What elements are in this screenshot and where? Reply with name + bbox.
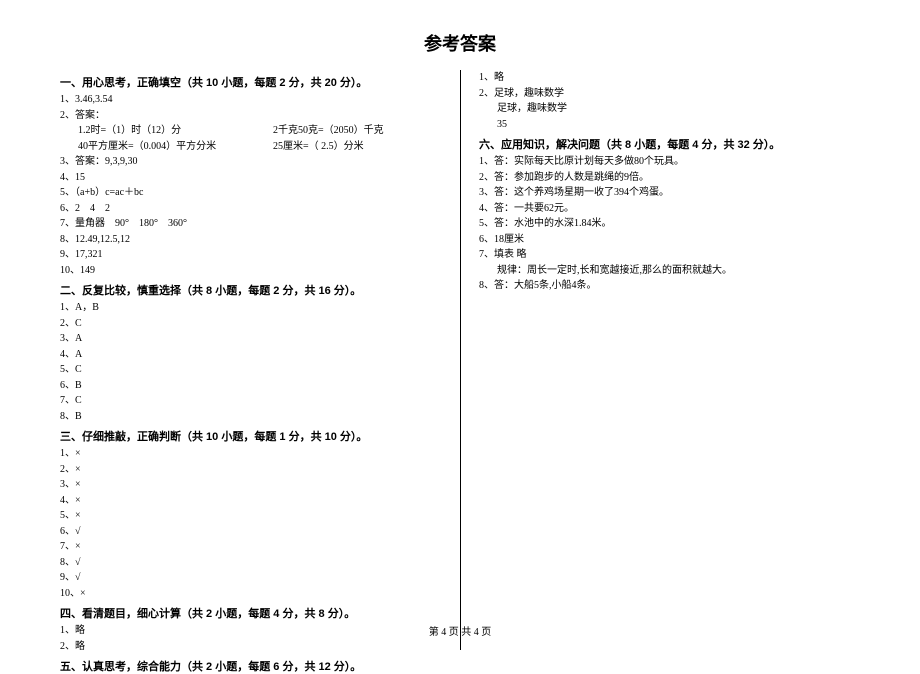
s1-item: 1、3.46,3.54 <box>60 92 442 108</box>
s5-item: 足球，趣味数学 <box>479 101 860 117</box>
s3-item: 4、× <box>60 493 442 509</box>
page-title: 参考答案 <box>60 30 860 56</box>
s6-item: 6、18厘米 <box>479 232 860 248</box>
s2-item: 5、C <box>60 362 442 378</box>
s2-item: 8、B <box>60 409 442 425</box>
s2-item: 7、C <box>60 393 442 409</box>
section-4-head: 四、看清题目，细心计算（共 2 小题，每题 4 分，共 8 分）。 <box>60 605 442 621</box>
s2-item: 6、B <box>60 378 442 394</box>
s1-i2b-right: 25厘米=（ 2.5）分米 <box>273 139 364 155</box>
s6-item: 规律：周长一定时,长和宽越接近,那么的面积就越大。 <box>479 263 860 279</box>
s3-item: 5、× <box>60 508 442 524</box>
s1-item: 6、2 4 2 <box>60 201 442 217</box>
page-footer: 第 4 页 共 4 页 <box>0 623 920 638</box>
s6-item: 3、答：这个养鸡场星期一收了394个鸡蛋。 <box>479 185 860 201</box>
s2-item: 1、A，B <box>60 300 442 316</box>
s1-i2b-left: 40平方厘米=（0.004）平方分米 <box>78 139 273 155</box>
section-3-head: 三、仔细推敲，正确判断（共 10 小题，每题 1 分，共 10 分）。 <box>60 428 442 444</box>
right-column: 1、略 2、足球，趣味数学 足球，趣味数学 35 六、应用知识，解决问题（共 8… <box>460 70 860 650</box>
s2-item: 2、C <box>60 316 442 332</box>
s3-item: 2、× <box>60 462 442 478</box>
s3-item: 7、× <box>60 539 442 555</box>
s1-item: 7、量角器 90° 180° 360° <box>60 216 442 232</box>
section-2-head: 二、反复比较，慎重选择（共 8 小题，每题 2 分，共 16 分）。 <box>60 282 442 298</box>
s3-item: 1、× <box>60 446 442 462</box>
s6-item: 8、答：大船5条,小船4条。 <box>479 278 860 294</box>
section-5-head: 五、认真思考，综合能力（共 2 小题，每题 6 分，共 12 分）。 <box>60 658 442 674</box>
s3-item: 6、√ <box>60 524 442 540</box>
s1-item: 4、15 <box>60 170 442 186</box>
s1-item: 1.2时=（1）时（12）分 2千克50克=（2050）千克 <box>60 123 442 139</box>
s5-item: 35 <box>479 117 860 133</box>
s1-i2a-right: 2千克50克=（2050）千克 <box>273 123 384 139</box>
s6-item: 7、填表 略 <box>479 247 860 263</box>
s3-item: 8、√ <box>60 555 442 571</box>
s6-item: 2、答：参加跑步的人数是跳绳的9倍。 <box>479 170 860 186</box>
s5-item: 2、足球，趣味数学 <box>479 86 860 102</box>
content-columns: 一、用心思考，正确填空（共 10 小题，每题 2 分，共 20 分）。 1、3.… <box>60 70 860 650</box>
section-1-head: 一、用心思考，正确填空（共 10 小题，每题 2 分，共 20 分）。 <box>60 74 442 90</box>
s1-i2a-left: 1.2时=（1）时（12）分 <box>78 123 273 139</box>
s6-item: 1、答：实际每天比原计划每天多做80个玩具。 <box>479 154 860 170</box>
s1-item: 5、（a+b）c=ac＋bc <box>60 185 442 201</box>
left-column: 一、用心思考，正确填空（共 10 小题，每题 2 分，共 20 分）。 1、3.… <box>60 70 460 650</box>
s3-item: 3、× <box>60 477 442 493</box>
s1-item: 40平方厘米=（0.004）平方分米 25厘米=（ 2.5）分米 <box>60 139 442 155</box>
s1-item: 10、149 <box>60 263 442 279</box>
s3-item: 10、× <box>60 586 442 602</box>
s1-item: 3、答案：9,3,9,30 <box>60 154 442 170</box>
s2-item: 4、A <box>60 347 442 363</box>
s1-item: 2、答案： <box>60 108 442 124</box>
s5-item: 1、略 <box>479 70 860 86</box>
s6-item: 4、答：一共要62元。 <box>479 201 860 217</box>
s6-item: 5、答：水池中的水深1.84米。 <box>479 216 860 232</box>
s3-item: 9、√ <box>60 570 442 586</box>
s2-item: 3、A <box>60 331 442 347</box>
s1-item: 8、12.49,12.5,12 <box>60 232 442 248</box>
section-6-head: 六、应用知识，解决问题（共 8 小题，每题 4 分，共 32 分）。 <box>479 136 860 152</box>
s4-item: 2、略 <box>60 639 442 655</box>
s1-item: 9、17,321 <box>60 247 442 263</box>
